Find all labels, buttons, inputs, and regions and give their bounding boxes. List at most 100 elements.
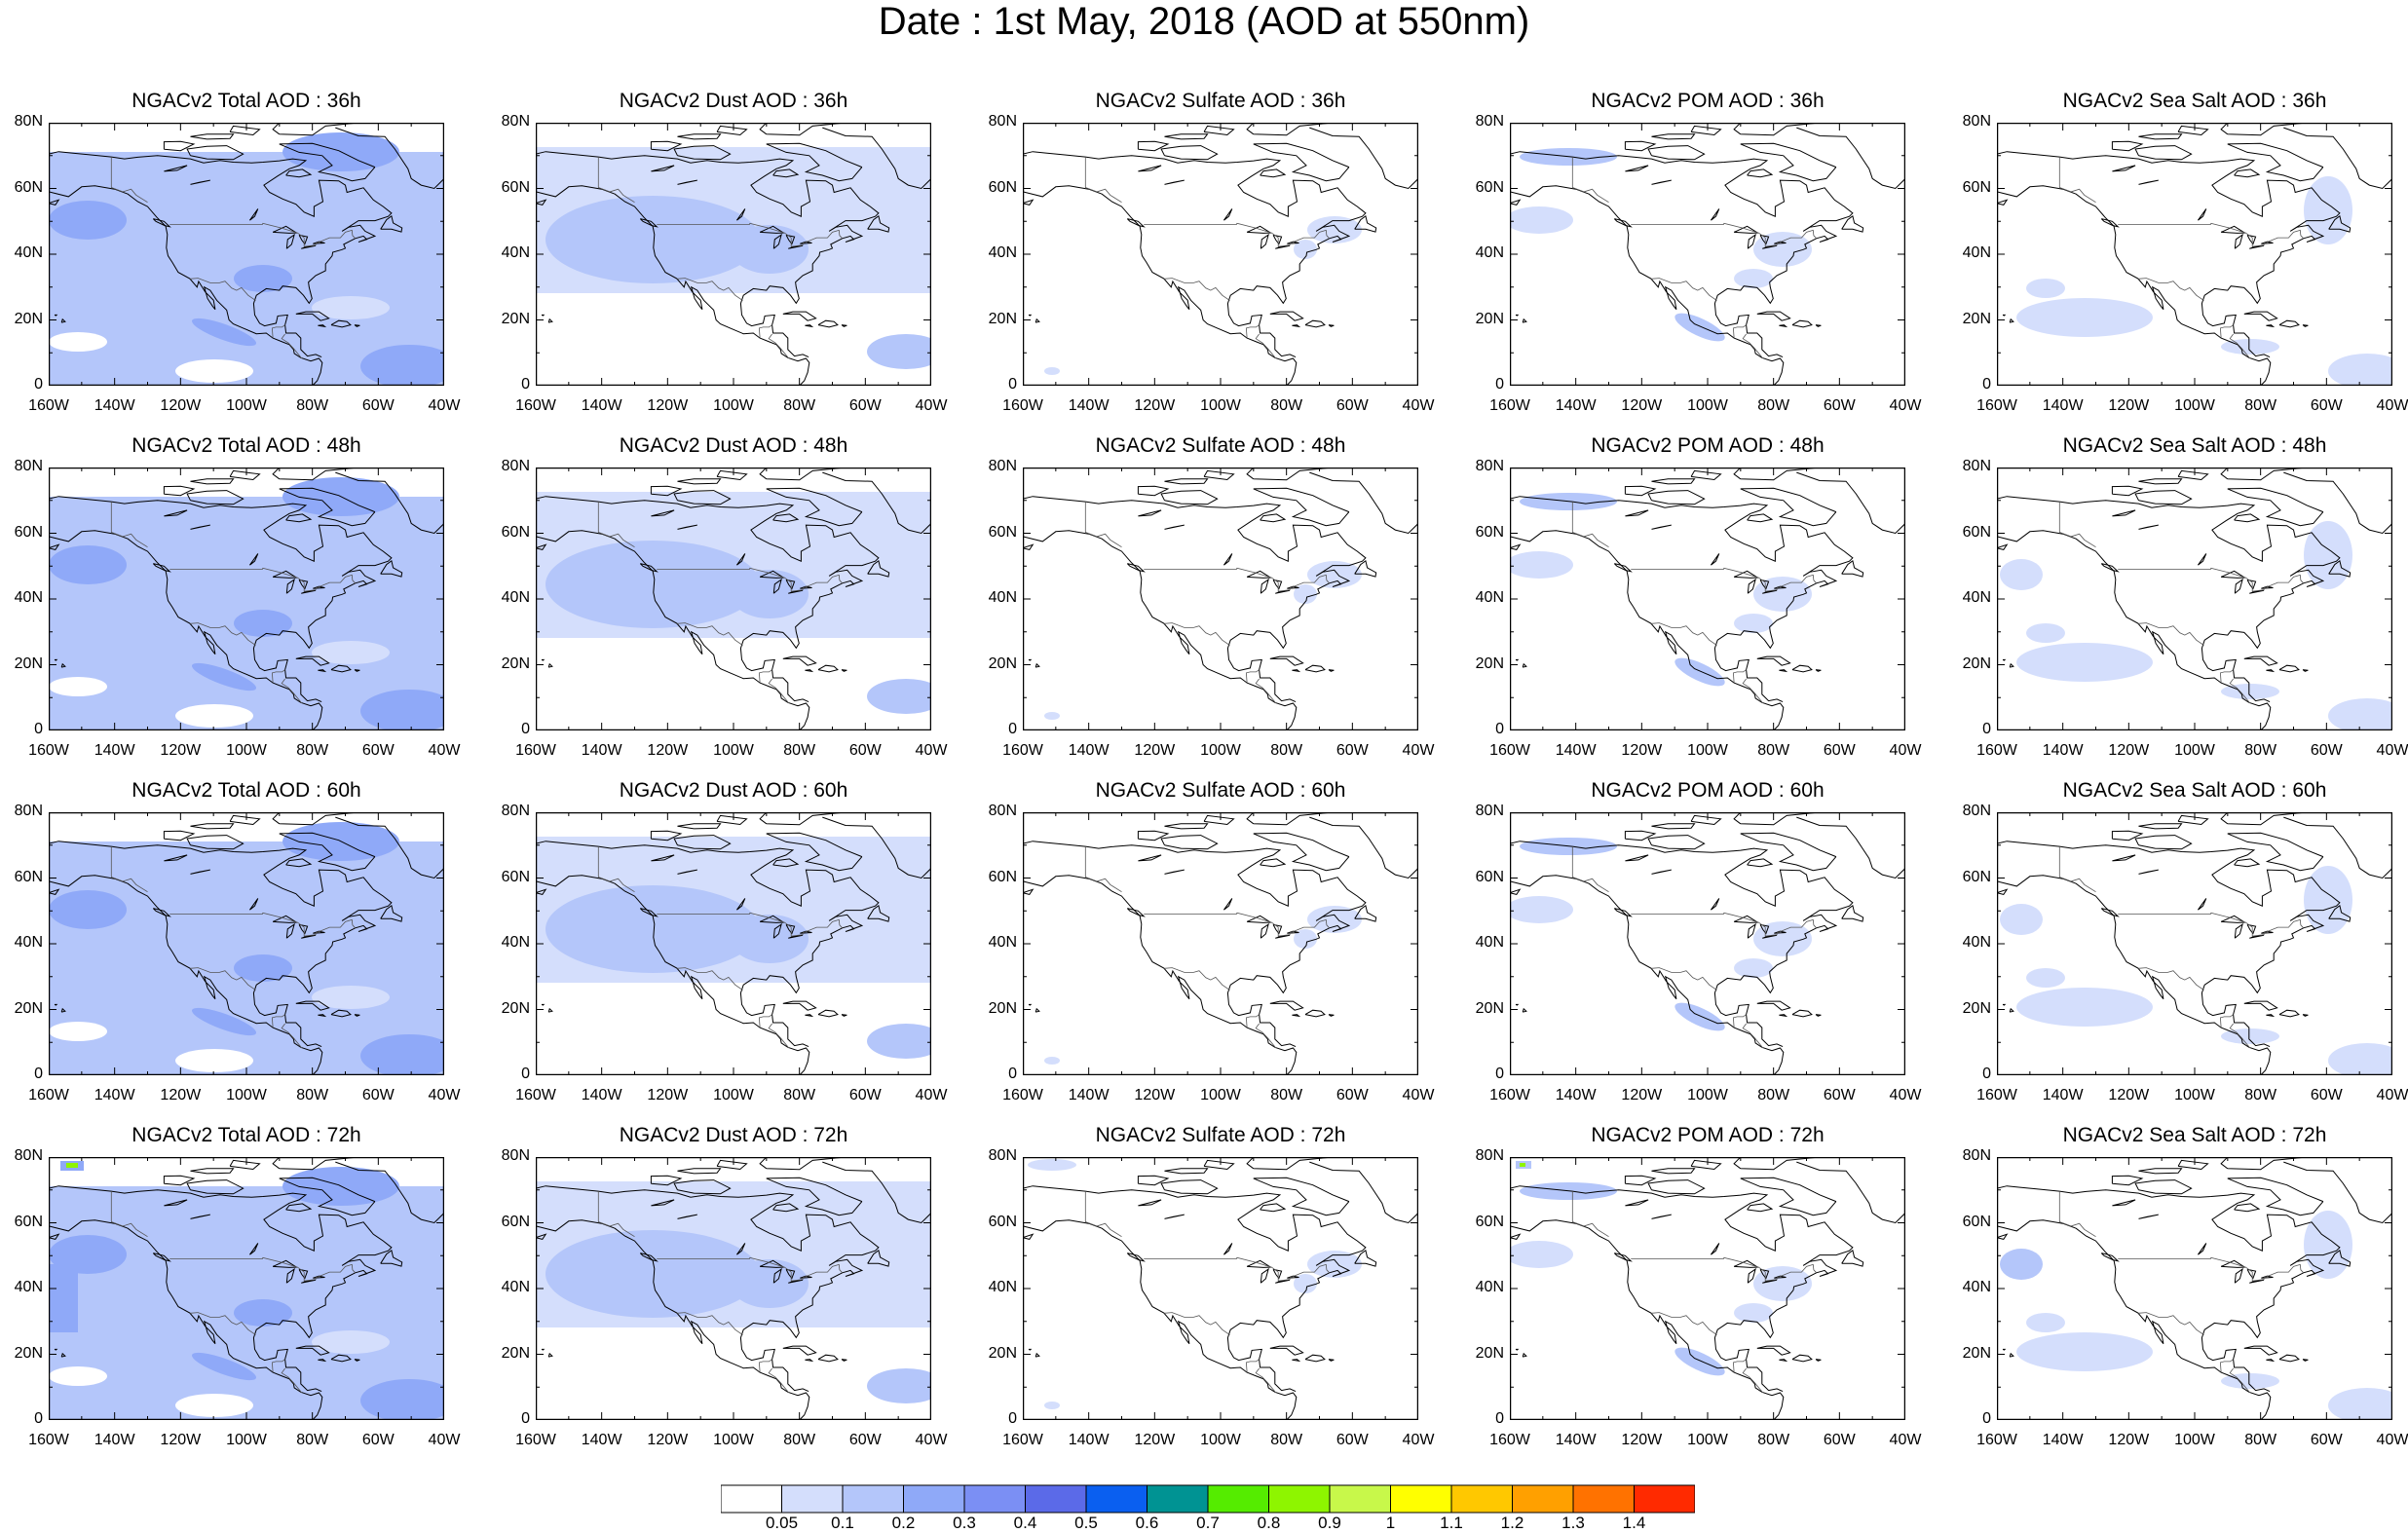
x-tick-label: 160W: [1002, 397, 1043, 414]
lake-outline: [1710, 898, 1720, 911]
axis-ticks: [1997, 123, 2392, 386]
aod-contour-region: [175, 359, 253, 383]
country-borders: [597, 1191, 843, 1394]
coastline: [1023, 496, 1367, 703]
country-borders: [110, 1191, 356, 1394]
lake-outline: [285, 578, 295, 594]
coastline: [279, 142, 376, 182]
lake-outline: [313, 585, 325, 589]
country-border: [597, 502, 635, 548]
lake-outline: [1272, 1268, 1283, 1280]
aod-contour-region: [49, 1366, 107, 1386]
y-tick-label: 0: [521, 376, 530, 393]
aod-map-dust-72h: [536, 1157, 931, 1420]
coastline: [1733, 812, 1821, 826]
coastline: [536, 1219, 810, 1420]
lake-outline: [1759, 234, 1770, 245]
country-border: [758, 1014, 772, 1028]
y-tick-label: 60N: [501, 868, 530, 885]
colorbar-swatch: [721, 1484, 782, 1514]
country-border: [281, 1023, 303, 1049]
coastline: [1613, 908, 1633, 917]
x-tick-label: 140W: [94, 1432, 135, 1448]
x-tick-label: 40W: [1402, 1087, 1435, 1103]
y-tick-label: 80N: [1962, 458, 1991, 474]
aod-contour-region: [312, 1330, 390, 1354]
country-border: [1742, 1367, 1764, 1394]
x-tick-label: 60W: [1336, 397, 1369, 414]
y-tick-label: 60N: [1475, 1213, 1504, 1230]
colorbar-label: 1.4: [1622, 1514, 1646, 1532]
x-tick-label: 120W: [647, 1087, 689, 1103]
lake-outline: [772, 233, 782, 249]
coastline: [1160, 145, 1219, 161]
country-border: [1144, 567, 1330, 592]
country-border: [169, 567, 356, 592]
coastline: [1164, 133, 1209, 140]
coastline: [1260, 168, 1287, 178]
coastline: [1023, 875, 1298, 1075]
coastline: [2227, 1177, 2324, 1216]
coastline: [49, 543, 60, 550]
aod-contour-region: [49, 1022, 107, 1041]
lake-outline: [1762, 1279, 1778, 1284]
country-border: [1255, 1023, 1277, 1049]
country-border: [110, 1191, 148, 1238]
y-tick-label: 40N: [1475, 934, 1504, 951]
country-border: [1084, 157, 1122, 204]
x-tick-label: 80W: [1757, 397, 1790, 414]
coastline: [54, 658, 58, 661]
y-tick-label: 20N: [988, 654, 1017, 672]
coastlines: [49, 467, 444, 730]
coastline: [2234, 1203, 2261, 1213]
aod-contour-region: [1734, 269, 1773, 288]
coastline: [2002, 658, 2007, 661]
y-tick-label: 0: [1982, 1066, 1991, 1082]
coastline: [152, 908, 171, 917]
country-border: [1651, 622, 1717, 646]
x-tick-label: 60W: [1823, 742, 1856, 759]
coastline: [295, 655, 330, 666]
x-tick-label: 140W: [581, 397, 622, 414]
x-tick-label: 60W: [2310, 1432, 2343, 1448]
lake-outline: [1272, 234, 1283, 245]
lake-outline: [1164, 869, 1185, 875]
y-tick-label: 20N: [14, 999, 43, 1017]
coastline: [1269, 655, 1304, 666]
aod-contour-region: [312, 641, 390, 664]
coastline: [867, 904, 890, 922]
coastline: [2302, 669, 2309, 672]
aod-contour-region: [779, 526, 931, 584]
lake-outline: [2138, 524, 2159, 530]
x-tick-label: 40W: [428, 1087, 461, 1103]
coastline: [536, 1233, 547, 1240]
country-borders: [597, 846, 843, 1049]
lake-outline: [2220, 1259, 2247, 1268]
lake-outline: [1733, 915, 1760, 923]
colorbar-swatch: [903, 1484, 965, 1514]
coastline: [822, 1161, 931, 1224]
coastline: [1203, 469, 1235, 481]
panel-title: NGACv2 Sulfate AOD : 48h: [1095, 434, 1346, 457]
coastline: [272, 123, 359, 136]
colorbar-label: 0.05: [765, 1514, 799, 1532]
coastline: [1253, 487, 1350, 527]
y-tick-label: 80N: [1475, 458, 1504, 474]
coastline: [1779, 1014, 1788, 1018]
coastline: [536, 543, 547, 550]
lake-outline: [2112, 165, 2136, 172]
x-tick-label: 100W: [713, 1432, 754, 1448]
coastline: [772, 1203, 800, 1213]
country-border: [110, 846, 148, 893]
x-tick-label: 160W: [1489, 1087, 1530, 1103]
colorbar-swatch: [1207, 1484, 1269, 1514]
aod-contour-region: [49, 201, 127, 240]
panel-title: NGACv2 POM AOD : 36h: [1591, 90, 1825, 112]
x-tick-label: 80W: [1757, 1087, 1790, 1103]
axis-ticks: [49, 1157, 444, 1420]
lake-outline: [313, 241, 325, 244]
lake-outline: [190, 179, 210, 185]
country-border: [2138, 967, 2204, 991]
coastline: [1328, 324, 1335, 327]
coastline: [1796, 816, 1905, 879]
